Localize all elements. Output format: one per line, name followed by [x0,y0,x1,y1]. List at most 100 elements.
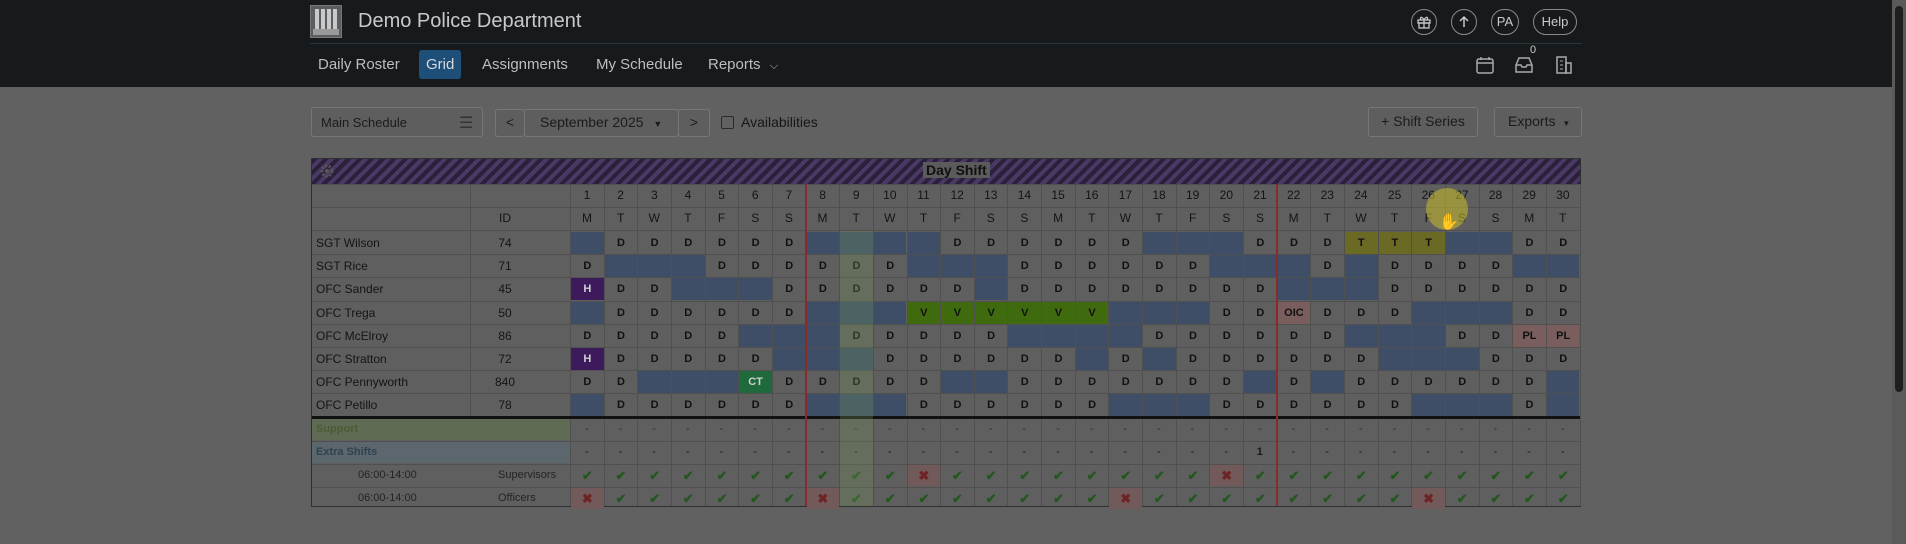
shift-cell[interactable]: D [1256,353,1265,365]
shift-cell[interactable]: D [785,237,794,249]
shift-cell[interactable] [873,301,907,324]
shift-cell[interactable] [974,371,1008,394]
shift-cell[interactable]: D [650,399,659,412]
shift-cell[interactable] [806,324,840,347]
shift-cell[interactable]: D [1491,376,1500,389]
shift-cell[interactable]: D [616,329,625,342]
support-label[interactable]: Support [316,423,359,435]
shift-cell[interactable] [1042,324,1075,347]
extra-shift-cell[interactable]: - [921,446,926,458]
shift-cell[interactable]: D [1020,260,1029,273]
shift-cell[interactable]: D [717,306,726,319]
shift-cell[interactable]: D [616,353,625,365]
shift-cell[interactable]: D [717,399,726,412]
shift-cell[interactable]: D [1088,237,1097,249]
shift-cell[interactable]: PL [1546,324,1580,347]
shift-cell[interactable]: D [1323,260,1332,273]
shift-cell[interactable] [1109,394,1143,417]
shift-cell[interactable] [705,278,739,301]
shift-cell[interactable]: D [650,283,659,296]
shift-cell[interactable] [1479,232,1513,254]
shift-cell[interactable]: D [583,376,592,389]
extra-shift-cell[interactable]: - [1190,446,1195,458]
shift-cell[interactable]: H [571,278,604,301]
shift-cell[interactable]: D [886,260,895,273]
shift-cell[interactable]: D [1222,399,1231,412]
shift-cell[interactable]: D [717,353,726,365]
shift-cell[interactable]: D [852,376,861,389]
extra-shift-cell[interactable]: - [887,446,892,458]
shift-cell[interactable]: D [852,260,861,273]
building-icon[interactable] [1554,55,1574,75]
user-avatar-button[interactable]: PA [1491,9,1519,35]
shift-cell[interactable] [1513,255,1546,278]
shift-cell[interactable]: D [1357,306,1366,319]
shift-cell[interactable] [907,232,941,254]
shift-cell[interactable]: D [1222,283,1231,296]
shift-cell[interactable] [1244,371,1277,394]
shift-cell[interactable]: D [1020,353,1029,365]
shift-cell[interactable]: D [886,283,895,296]
shift-cell[interactable] [1075,348,1109,370]
shift-cell[interactable]: D [1424,260,1433,273]
shift-cell[interactable] [806,301,840,324]
shift-cell[interactable]: D [1054,376,1063,389]
shift-cell[interactable]: D [616,283,625,296]
shift-cell[interactable]: D [751,399,760,412]
shift-cell[interactable]: D [583,260,592,273]
shift-cell[interactable] [1075,324,1109,347]
shift-cell[interactable]: D [650,237,659,249]
extra-shift-cell[interactable]: - [584,446,589,458]
shift-cell[interactable]: D [1323,399,1332,412]
shift-cell[interactable]: D [717,260,726,273]
shift-cell[interactable]: D [919,283,928,296]
shift-cell[interactable]: D [919,399,928,412]
shift-cell[interactable] [1378,324,1412,347]
shift-cell[interactable]: D [1289,353,1298,365]
shift-cell[interactable]: D [684,329,693,342]
shift-cell[interactable]: D [1155,329,1164,342]
shift-cell[interactable] [1412,348,1445,370]
shift-cell[interactable]: D [919,376,928,389]
extra-shift-cell[interactable]: - [652,446,656,458]
shift-cell[interactable]: D [987,329,996,342]
nav-grid[interactable]: Grid [419,50,462,79]
shift-cell[interactable]: D [1121,283,1130,296]
shift-cell[interactable]: T [1412,232,1445,254]
shift-cell[interactable]: D [1222,376,1231,389]
help-button[interactable]: Help [1533,9,1577,35]
shift-cell[interactable]: D [1222,353,1231,365]
shift-cell[interactable]: D [1525,353,1534,365]
shift-cell[interactable]: D [987,237,996,249]
shift-cell[interactable]: D [1491,283,1500,296]
officer-name[interactable]: SGT Wilson [316,236,380,250]
shift-cell[interactable]: D [1222,329,1231,342]
shift-cell[interactable]: D [1189,260,1197,273]
shift-cell[interactable]: D [1458,329,1467,342]
shift-cell[interactable]: D [1088,260,1097,273]
shift-cell[interactable]: D [1189,329,1197,342]
shift-cell[interactable]: D [953,329,962,342]
shift-cell[interactable] [1445,301,1479,324]
nav-reports[interactable]: Reports ⌵ [708,56,778,73]
shift-cell[interactable]: D [751,353,760,365]
extra-shift-cell[interactable]: - [1157,446,1161,458]
shift-cell[interactable]: D [616,237,625,249]
shift-cell[interactable]: D [650,329,659,342]
shift-cell[interactable]: D [1189,353,1197,365]
shift-cell[interactable] [604,255,638,278]
shift-cell[interactable]: D [1323,329,1332,342]
shift-cell[interactable] [1143,301,1176,324]
officer-name[interactable]: OFC Trega [316,305,376,320]
shift-cell[interactable] [1143,232,1176,254]
shift-cell[interactable] [1176,394,1210,417]
shift-cell[interactable]: D [1020,376,1029,389]
shift-cell[interactable]: D [1256,329,1265,342]
prev-month-button[interactable]: < [495,109,525,137]
shift-cell[interactable] [1412,324,1445,347]
extra-shift-cell[interactable]: - [1123,446,1128,458]
shift-cell[interactable] [1546,394,1580,417]
shift-cell[interactable] [1143,348,1176,370]
shift-cell[interactable]: D [1390,306,1399,319]
shift-cell[interactable] [907,255,941,278]
